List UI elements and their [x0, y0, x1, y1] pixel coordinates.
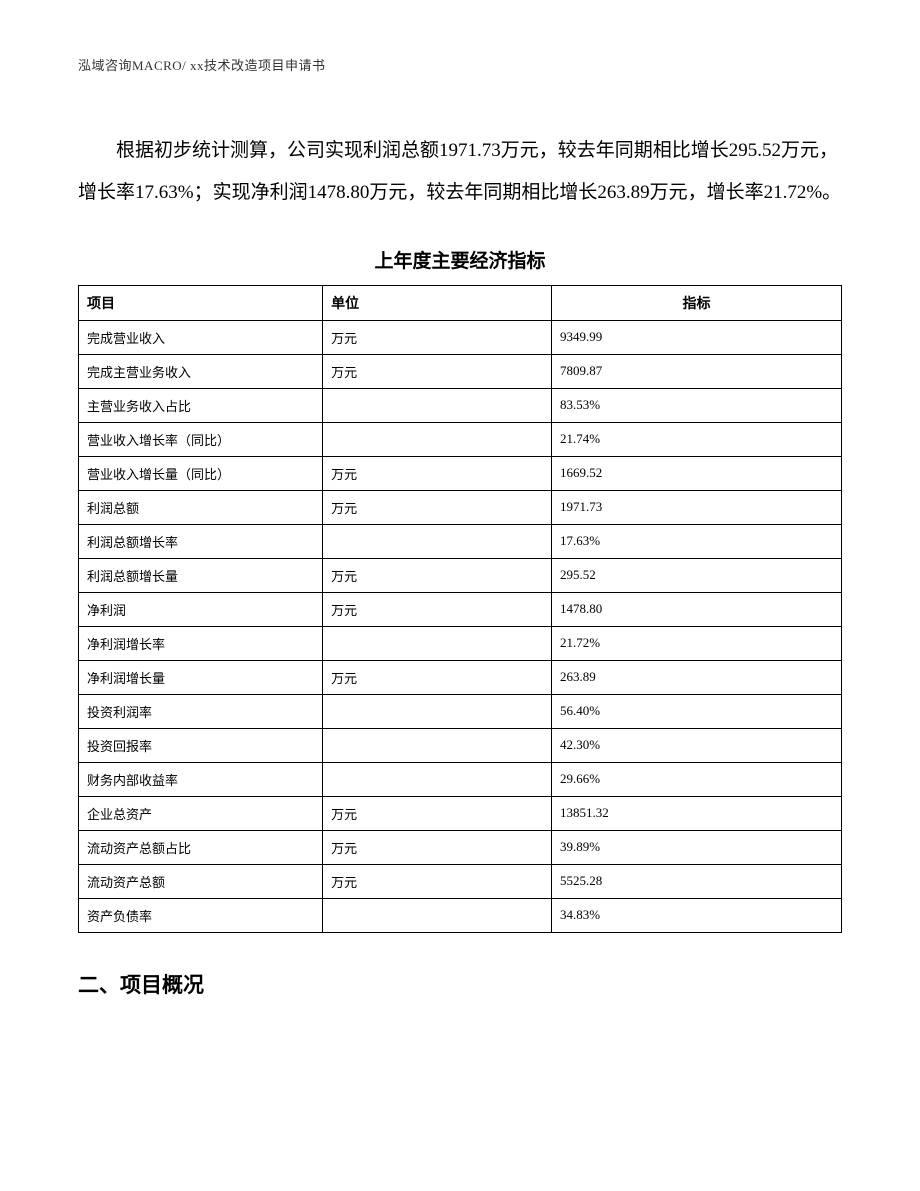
table-row: 资产负债率 34.83% — [79, 898, 842, 932]
table-cell: 利润总额增长量 — [79, 558, 323, 592]
table-cell: 83.53% — [552, 388, 842, 422]
table-row: 营业收入增长量（同比）万元1669.52 — [79, 456, 842, 490]
table-title: 上年度主要经济指标 — [78, 246, 842, 273]
table-cell — [323, 728, 552, 762]
table-row: 财务内部收益率 29.66% — [79, 762, 842, 796]
table-cell: 企业总资产 — [79, 796, 323, 830]
table-cell: 净利润增长量 — [79, 660, 323, 694]
table-row: 投资回报率 42.30% — [79, 728, 842, 762]
table-cell: 投资回报率 — [79, 728, 323, 762]
table-cell: 29.66% — [552, 762, 842, 796]
table-cell: 万元 — [323, 490, 552, 524]
table-cell — [323, 694, 552, 728]
table-cell: 1478.80 — [552, 592, 842, 626]
table-cell: 万元 — [323, 456, 552, 490]
table-row: 净利润万元1478.80 — [79, 592, 842, 626]
section-heading: 二、项目概况 — [78, 969, 842, 999]
summary-paragraph: 根据初步统计测算，公司实现利润总额1971.73万元，较去年同期相比增长295.… — [78, 130, 842, 214]
table-cell: 完成主营业务收入 — [79, 354, 323, 388]
table-cell: 利润总额增长率 — [79, 524, 323, 558]
table-cell: 财务内部收益率 — [79, 762, 323, 796]
table-cell — [323, 388, 552, 422]
table-cell: 完成营业收入 — [79, 320, 323, 354]
table-row: 营业收入增长率（同比） 21.74% — [79, 422, 842, 456]
table-cell: 17.63% — [552, 524, 842, 558]
table-header-indicator: 指标 — [552, 285, 842, 320]
table-row: 流动资产总额万元5525.28 — [79, 864, 842, 898]
table-cell: 净利润增长率 — [79, 626, 323, 660]
table-cell: 21.74% — [552, 422, 842, 456]
table-cell: 42.30% — [552, 728, 842, 762]
table-row: 利润总额万元1971.73 — [79, 490, 842, 524]
table-cell: 营业收入增长量（同比） — [79, 456, 323, 490]
table-cell: 295.52 — [552, 558, 842, 592]
table-cell: 13851.32 — [552, 796, 842, 830]
table-cell: 34.83% — [552, 898, 842, 932]
table-cell: 万元 — [323, 796, 552, 830]
table-row: 企业总资产万元13851.32 — [79, 796, 842, 830]
table-cell — [323, 898, 552, 932]
table-header-row: 项目 单位 指标 — [79, 285, 842, 320]
table-header-project: 项目 — [79, 285, 323, 320]
table-cell: 利润总额 — [79, 490, 323, 524]
table-cell: 万元 — [323, 354, 552, 388]
table-cell: 资产负债率 — [79, 898, 323, 932]
table-cell: 万元 — [323, 660, 552, 694]
table-cell: 流动资产总额 — [79, 864, 323, 898]
table-cell: 万元 — [323, 592, 552, 626]
table-cell — [323, 762, 552, 796]
table-cell: 主营业务收入占比 — [79, 388, 323, 422]
table-row: 主营业务收入占比 83.53% — [79, 388, 842, 422]
table-cell: 1669.52 — [552, 456, 842, 490]
table-cell — [323, 422, 552, 456]
table-row: 完成营业收入万元9349.99 — [79, 320, 842, 354]
table-row: 投资利润率 56.40% — [79, 694, 842, 728]
table-row: 净利润增长率 21.72% — [79, 626, 842, 660]
table-row: 流动资产总额占比万元39.89% — [79, 830, 842, 864]
table-cell: 万元 — [323, 558, 552, 592]
table-cell: 万元 — [323, 864, 552, 898]
table-cell: 投资利润率 — [79, 694, 323, 728]
table-row: 利润总额增长量万元295.52 — [79, 558, 842, 592]
table-cell: 营业收入增长率（同比） — [79, 422, 323, 456]
table-cell — [323, 626, 552, 660]
table-cell: 21.72% — [552, 626, 842, 660]
table-header-unit: 单位 — [323, 285, 552, 320]
table-cell: 万元 — [323, 830, 552, 864]
table-cell: 1971.73 — [552, 490, 842, 524]
table-cell: 5525.28 — [552, 864, 842, 898]
table-cell: 263.89 — [552, 660, 842, 694]
table-cell: 56.40% — [552, 694, 842, 728]
table-cell: 净利润 — [79, 592, 323, 626]
table-cell: 39.89% — [552, 830, 842, 864]
table-cell: 7809.87 — [552, 354, 842, 388]
economic-indicators-table: 项目 单位 指标 完成营业收入万元9349.99完成主营业务收入万元7809.8… — [78, 285, 842, 933]
table-cell: 9349.99 — [552, 320, 842, 354]
table-cell — [323, 524, 552, 558]
table-row: 利润总额增长率 17.63% — [79, 524, 842, 558]
table-cell: 流动资产总额占比 — [79, 830, 323, 864]
page-header: 泓域咨询MACRO/ xx技术改造项目申请书 — [78, 55, 842, 74]
table-row: 完成主营业务收入万元7809.87 — [79, 354, 842, 388]
table-row: 净利润增长量万元263.89 — [79, 660, 842, 694]
table-cell: 万元 — [323, 320, 552, 354]
